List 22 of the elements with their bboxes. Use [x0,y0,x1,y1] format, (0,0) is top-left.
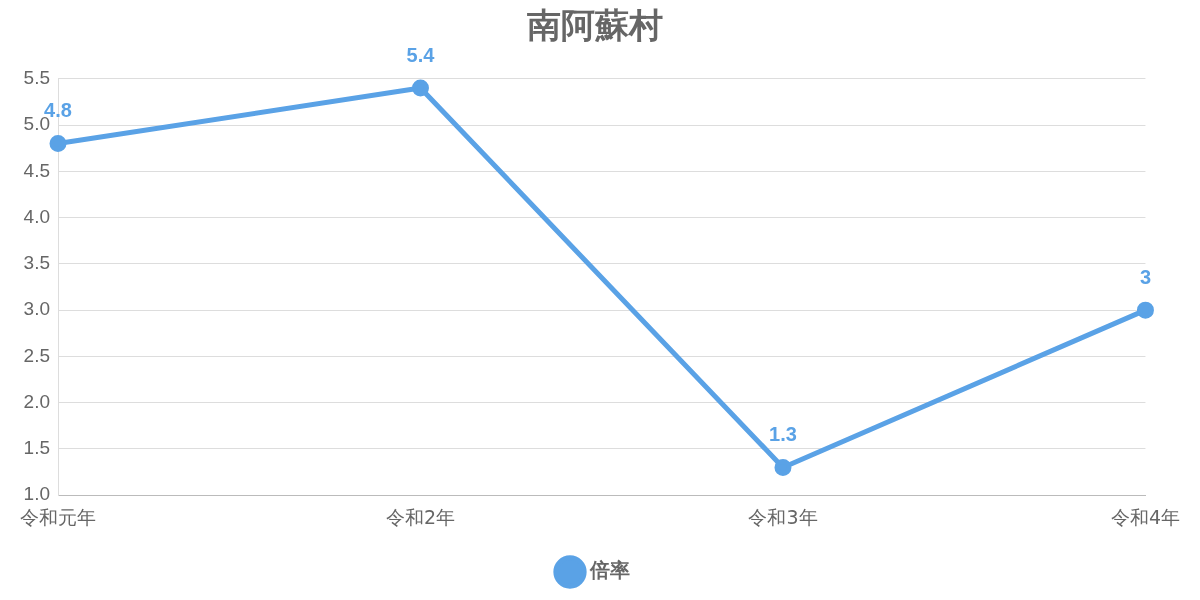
data-label: 3 [1139,265,1152,288]
y-tick-label: 1.5 [23,437,50,459]
y-tick-label: 3.5 [23,252,50,274]
point [1136,301,1154,319]
point [411,79,429,97]
y-tick-label: 4.5 [23,159,50,181]
y-tick-label: 5.5 [23,67,50,89]
y-tick-label: 1.0 [23,483,50,505]
x-tick-label: 令和3年 [748,505,818,528]
point [774,458,792,476]
x-tick-label: 令和元年 [20,505,96,528]
chart-title: 南阿蘇村 [527,5,663,46]
y-tick-label: 4.0 [23,205,50,227]
data-label: 1.3 [769,422,797,445]
y-tick-label: 3.0 [23,298,50,320]
x-tick-label: 令和4年 [1110,505,1180,528]
x-tick-label: 令和2年 [385,505,456,528]
point [49,135,67,153]
y-tick-label: 2.5 [23,344,50,366]
y-tick-label: 2.0 [23,390,50,412]
legend-label: 倍率 [589,558,630,583]
data-label: 5.4 [406,43,436,66]
